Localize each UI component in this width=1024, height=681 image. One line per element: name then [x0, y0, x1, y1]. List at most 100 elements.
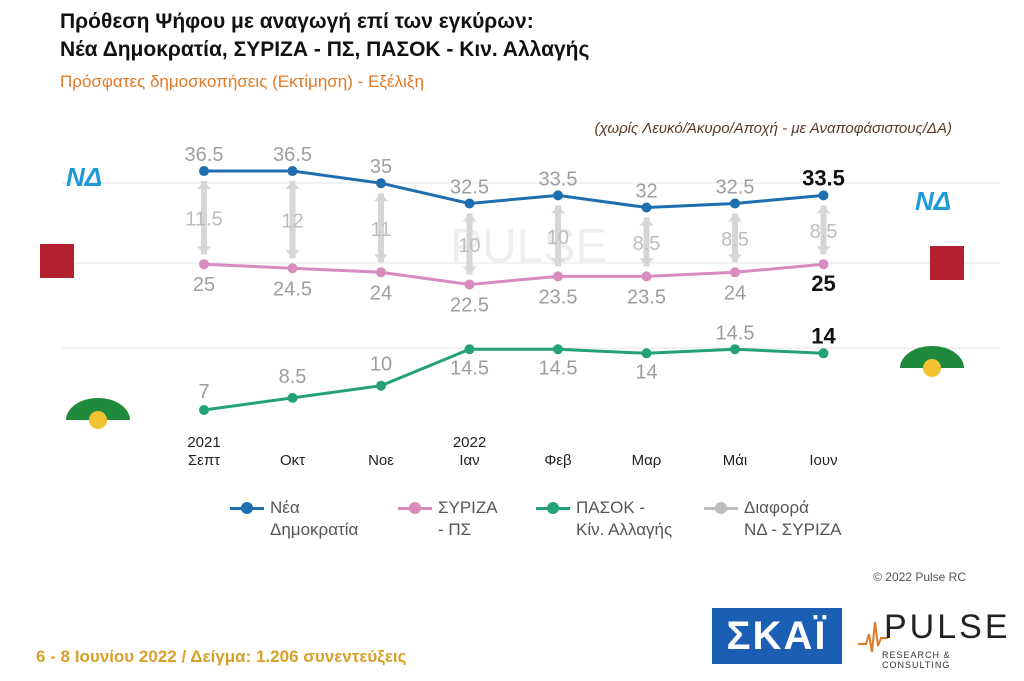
- survey-footer: 6 - 8 Ιουνίου 2022 / Δείγμα: 1.206 συνεν…: [36, 647, 407, 666]
- data-point-pasok: [376, 380, 386, 391]
- pulse-logo: PULSE RESEARCH & CONSULTING: [858, 608, 1011, 670]
- diff-arrow-head: [197, 181, 211, 190]
- diff-arrow-head: [374, 254, 388, 263]
- pulse-wave-icon: [858, 621, 888, 653]
- series-line-nd: [204, 169, 824, 210]
- pulse-logo-text: PULSE: [884, 608, 1011, 646]
- title-line-1: Πρόθεση Ψήφου με αναγωγή επί των εγκύρων…: [60, 10, 534, 33]
- legend-marker-nd: [230, 497, 264, 519]
- diff-arrow-head: [374, 193, 388, 202]
- x-tick-label: Νοε: [368, 452, 394, 469]
- data-point-syriza: [199, 259, 209, 270]
- pasok-sun-icon: [900, 346, 964, 368]
- pasok-sun-center: [923, 359, 941, 377]
- legend-marker-syriza: [398, 497, 432, 519]
- data-point-pasok: [464, 344, 475, 355]
- data-point-nd: [553, 190, 563, 201]
- legend-label: Δημοκρατία: [270, 520, 359, 539]
- diff-arrow-head: [462, 213, 477, 222]
- diff-value-label: 8.5: [633, 233, 661, 255]
- pasok-sun-center: [89, 411, 107, 429]
- diff-value-label: 11.5: [185, 209, 222, 231]
- syriza-value-label: 24: [370, 282, 392, 304]
- syriza-value-label: 22.5: [450, 294, 489, 316]
- data-point-syriza: [818, 259, 829, 270]
- syriza-value-label: 23.5: [627, 286, 666, 308]
- pulse-logo-tagline: RESEARCH & CONSULTING: [882, 650, 951, 670]
- legend-item-nd: Νέα Δημοκρατία: [230, 497, 380, 541]
- diff-arrow-head: [816, 205, 831, 214]
- syriza-logo-icon: [930, 246, 964, 280]
- data-point-pasok: [287, 392, 298, 403]
- chart-note: (χωρίς Λευκό/Άκυρο/Αποχή - με Αναποφάσισ…: [594, 120, 952, 137]
- title-line-2: Νέα Δημοκρατία, ΣΥΡΙΖΑ - ΠΣ, ΠΑΣΟΚ - Κιν…: [60, 38, 590, 61]
- data-point-pasok: [730, 344, 740, 355]
- pasok-value-label: 10: [370, 354, 392, 376]
- x-tick-label: 2021: [187, 434, 220, 451]
- data-point-syriza: [730, 267, 740, 278]
- pasok-value-label: 14.5: [716, 322, 755, 344]
- x-tick-label: 2022: [453, 434, 486, 451]
- diff-value-label: 10: [458, 235, 480, 257]
- x-tick-label: Ιουν: [809, 452, 837, 469]
- legend-label: Νέα: [270, 498, 300, 517]
- data-point-nd: [287, 166, 298, 177]
- pasok-value-label: 14.5: [450, 357, 489, 379]
- skai-logo: ΣΚΑΪ: [712, 608, 842, 664]
- diff-arrow-head: [285, 250, 300, 259]
- x-tick-label: Φεβ: [544, 452, 572, 469]
- legend-label: Διαφορά: [744, 498, 809, 517]
- legend-item-pasok: ΠΑΣΟΚ - Κίν. Αλλαγής: [536, 497, 686, 541]
- nd-logo-icon: ΝΔ: [66, 162, 102, 192]
- nd-value-label: 36.5: [185, 144, 224, 166]
- series-line-pasok: [203, 347, 824, 412]
- nd-value-label: 33.5: [802, 165, 845, 190]
- data-point-nd: [199, 166, 209, 177]
- syriza-value-label: 25: [811, 271, 835, 296]
- x-tick-label: Μαρ: [632, 452, 662, 469]
- pasok-sun-icon: [66, 398, 130, 420]
- nd-value-label: 32.5: [716, 176, 755, 198]
- diff-arrow-head: [551, 205, 565, 214]
- chart-title: Πρόθεση Ψήφου με αναγωγή επί των εγκύρων…: [60, 8, 589, 64]
- nd-value-label: 35: [370, 156, 392, 178]
- data-point-nd: [818, 190, 829, 201]
- legend-label: Κίν. Αλλαγής: [576, 520, 673, 539]
- pasok-value-label: 14: [811, 323, 836, 348]
- diff-value-label: 10: [547, 227, 569, 249]
- diff-value-label: 8.5: [721, 229, 749, 251]
- legend-item-syriza: ΣΥΡΙΖΑ - ΠΣ: [398, 497, 518, 541]
- data-point-syriza: [553, 271, 563, 282]
- data-point-syriza: [464, 279, 475, 290]
- diff-arrow-head: [197, 246, 211, 255]
- pasok-value-label: 14.5: [539, 357, 578, 379]
- syriza-value-label: 23.5: [539, 286, 578, 308]
- x-tick-label: Μάι: [723, 452, 748, 469]
- data-point-nd: [641, 202, 652, 213]
- data-point-nd: [730, 198, 740, 209]
- syriza-value-label: 24.5: [273, 278, 312, 300]
- legend-marker-diff: [704, 497, 738, 519]
- diff-value-label: 12: [281, 211, 303, 233]
- data-point-syriza: [641, 271, 652, 282]
- legend-marker-pasok: [536, 497, 570, 519]
- pasok-value-label: 14: [635, 361, 657, 383]
- chart-legend: Νέα Δημοκρατία ΣΥΡΙΖΑ - ΠΣ ΠΑΣΟΚ - Κίν. Αλλ…: [230, 497, 854, 541]
- copyright-text: © 2022 Pulse RC: [873, 570, 966, 584]
- data-point-pasok: [199, 405, 209, 415]
- syriza-value-label: 25: [193, 274, 215, 296]
- legend-label: ΠΑΣΟΚ -: [576, 498, 646, 517]
- diff-arrow-head: [462, 266, 477, 275]
- x-tick-label: Ιαν: [459, 452, 479, 469]
- diff-value-label: 8.5: [810, 221, 838, 243]
- nd-logo-icon: ΝΔ: [915, 186, 951, 216]
- pasok-value-label: 8.5: [279, 366, 307, 388]
- diff-arrow-head: [816, 246, 831, 255]
- legend-label: ΣΥΡΙΖΑ: [438, 498, 498, 517]
- legend-item-diff: Διαφορά ΝΔ - ΣΥΡΙΖΑ: [704, 497, 854, 541]
- watermark-text: PULSE: [450, 220, 607, 273]
- diff-arrow-head: [639, 217, 654, 226]
- diff-arrow-head: [728, 254, 742, 263]
- legend-label: - ΠΣ: [438, 520, 472, 539]
